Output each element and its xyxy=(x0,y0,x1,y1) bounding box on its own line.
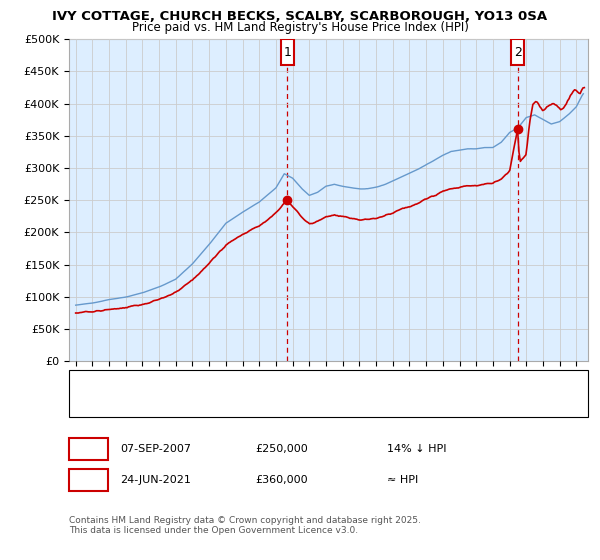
Text: HPI: Average price, detached house, North Yorkshire: HPI: Average price, detached house, Nort… xyxy=(108,399,368,409)
Text: £250,000: £250,000 xyxy=(255,444,308,454)
Text: 2: 2 xyxy=(514,45,521,59)
Text: Contains HM Land Registry data © Crown copyright and database right 2025.
This d: Contains HM Land Registry data © Crown c… xyxy=(69,516,421,535)
Text: 2: 2 xyxy=(85,473,92,487)
Text: £360,000: £360,000 xyxy=(255,475,308,485)
Text: ———: ——— xyxy=(75,376,112,389)
FancyBboxPatch shape xyxy=(281,39,294,65)
Text: ≈ HPI: ≈ HPI xyxy=(387,475,418,485)
Text: 1: 1 xyxy=(85,442,92,456)
FancyBboxPatch shape xyxy=(511,39,524,65)
Text: 07-SEP-2007: 07-SEP-2007 xyxy=(120,444,191,454)
Text: 1: 1 xyxy=(283,45,291,59)
Text: Price paid vs. HM Land Registry's House Price Index (HPI): Price paid vs. HM Land Registry's House … xyxy=(131,21,469,34)
Text: 24-JUN-2021: 24-JUN-2021 xyxy=(120,475,191,485)
Text: IVY COTTAGE, CHURCH BECKS, SCALBY, SCARBOROUGH, YO13 0SA: IVY COTTAGE, CHURCH BECKS, SCALBY, SCARB… xyxy=(52,10,548,23)
Text: 14% ↓ HPI: 14% ↓ HPI xyxy=(387,444,446,454)
Text: IVY COTTAGE, CHURCH BECKS, SCALBY, SCARBOROUGH, YO13 0SA (detached house): IVY COTTAGE, CHURCH BECKS, SCALBY, SCARB… xyxy=(108,378,533,388)
Text: ———: ——— xyxy=(75,398,112,410)
